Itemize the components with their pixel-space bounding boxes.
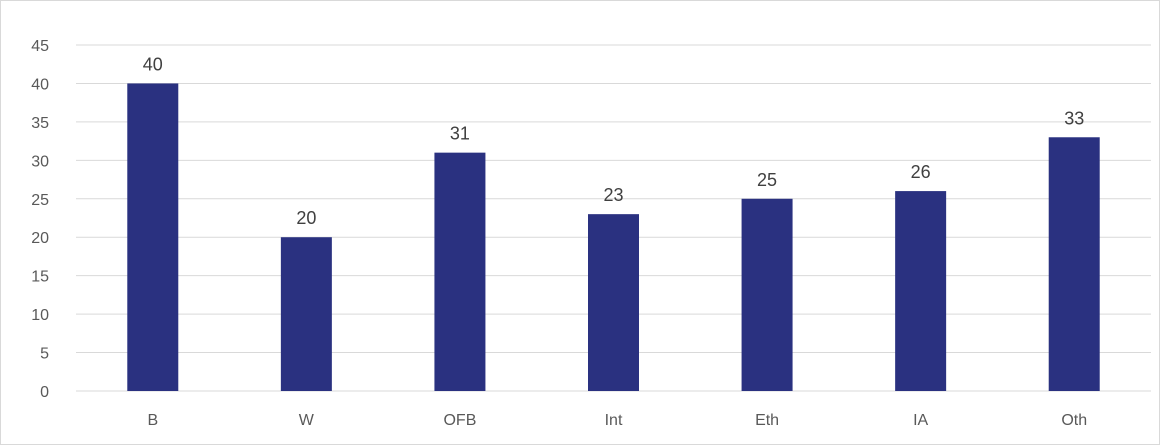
bars xyxy=(127,83,1100,391)
y-axis-ticks: 0 5 10 15 20 25 30 35 40 45 xyxy=(31,38,49,401)
x-category-label-eth: Eth xyxy=(755,412,779,429)
y-tick-label: 45 xyxy=(31,38,49,55)
y-tick-label: 30 xyxy=(31,153,49,170)
bar-ofb xyxy=(434,152,486,391)
data-label-ofb: 31 xyxy=(450,124,470,144)
y-tick-label: 10 xyxy=(31,307,49,324)
x-category-label-int: Int xyxy=(605,412,623,429)
y-tick-label: 0 xyxy=(40,384,49,401)
bar-oth xyxy=(1048,137,1100,391)
x-axis-categories: B W OFB Int Eth IA Oth xyxy=(147,412,1087,429)
bar-int xyxy=(588,214,639,391)
data-label-eth: 25 xyxy=(757,170,777,190)
data-labels: 40 20 31 23 25 26 33 xyxy=(143,54,1084,228)
bar-w xyxy=(280,237,332,391)
x-category-label-b: B xyxy=(147,412,158,429)
x-category-label-ofb: OFB xyxy=(443,412,476,429)
x-category-label-oth: Oth xyxy=(1061,412,1087,429)
data-label-b: 40 xyxy=(143,54,163,74)
data-label-oth: 33 xyxy=(1064,108,1084,128)
bar-ia xyxy=(895,191,947,391)
data-label-ia: 26 xyxy=(911,162,931,182)
y-tick-label: 15 xyxy=(31,269,49,286)
y-tick-label: 25 xyxy=(31,192,49,209)
bar-eth xyxy=(741,198,793,391)
bar-b xyxy=(127,83,179,391)
y-tick-label: 40 xyxy=(31,76,49,93)
data-label-int: 23 xyxy=(603,185,623,205)
y-tick-label: 20 xyxy=(31,230,49,247)
y-tick-label: 5 xyxy=(40,346,49,363)
x-category-label-ia: IA xyxy=(913,412,928,429)
data-label-w: 20 xyxy=(296,208,316,228)
y-tick-label: 35 xyxy=(31,115,49,132)
x-category-label-w: W xyxy=(299,412,315,429)
